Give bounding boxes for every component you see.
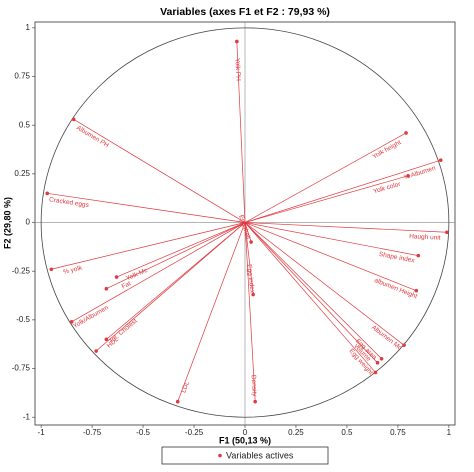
vector [47, 192, 246, 223]
vector [116, 222, 246, 278]
vector [106, 222, 246, 290]
x-tick-label: -1 [38, 428, 46, 437]
point [235, 39, 239, 44]
vector [244, 222, 252, 243]
point-label: Albumen Mc [370, 324, 403, 352]
point [251, 292, 255, 297]
vector [244, 222, 417, 291]
y-tick-label: 0 [26, 218, 31, 227]
y-tick-label: 0.5 [19, 120, 31, 129]
y-tick-label: -0.5 [16, 315, 30, 324]
x-tick-label: 0.75 [390, 428, 406, 437]
x-tick-label: 0 [243, 428, 248, 437]
vector [244, 159, 441, 223]
point-label: Shape index [378, 251, 416, 265]
point [373, 370, 378, 375]
vector [244, 222, 256, 402]
point [416, 253, 421, 258]
legend-label: Variables actives [226, 450, 294, 460]
point [375, 360, 380, 365]
point [49, 267, 54, 272]
point [104, 286, 109, 291]
vector [244, 222, 382, 360]
point [94, 349, 98, 353]
x-axis-label: F1 (50,13 %) [219, 435, 271, 445]
point [379, 357, 384, 361]
point [253, 399, 257, 404]
vector [244, 222, 447, 233]
point-label: Density [250, 375, 258, 398]
vector [244, 222, 254, 295]
y-tick-label: -1 [23, 412, 31, 421]
point [406, 174, 410, 178]
vector [244, 222, 378, 363]
y-tick-label: -0.25 [12, 266, 31, 275]
point [249, 240, 253, 244]
y-tick-label: 1 [26, 23, 31, 32]
point-label: % yolk [63, 264, 84, 275]
vector [236, 41, 246, 223]
point-label: LDL [180, 380, 191, 394]
vector [177, 222, 246, 402]
point [104, 337, 109, 342]
y-axis-label: F2 (29,80 %) [2, 197, 12, 249]
point [114, 275, 119, 279]
legend-marker [218, 453, 222, 458]
x-tick-label: 0.25 [288, 428, 304, 437]
unit-circle [40, 27, 450, 418]
point [438, 158, 443, 163]
point-label: Albumen PH [75, 124, 110, 149]
x-tick-label: -0.5 [136, 428, 150, 437]
vector [51, 222, 246, 270]
vector [95, 222, 246, 352]
vector [244, 222, 405, 346]
point [404, 131, 408, 135]
vector [71, 222, 246, 323]
vector [73, 119, 246, 223]
y-tick-label: 0.25 [14, 169, 30, 178]
point [71, 117, 76, 122]
vector [244, 175, 409, 223]
x-tick-label: 0.5 [341, 428, 353, 437]
x-tick-label: 1 [447, 428, 452, 437]
vector [244, 222, 376, 373]
vector [106, 222, 246, 340]
vector [244, 132, 407, 223]
chart-title: Variables (axes F1 et F2 : 79,93 %) [160, 6, 330, 18]
point-label: Yolk PH [234, 58, 242, 81]
point-label: Yolk/Albumen [72, 304, 110, 330]
vector [244, 222, 419, 256]
point-label: Cracked eggs [49, 196, 90, 209]
point-label: Haugh unit [409, 233, 441, 242]
point [445, 230, 449, 235]
point-label: Yolk color [373, 181, 403, 196]
point [402, 343, 406, 347]
point [414, 288, 419, 293]
point [69, 320, 74, 324]
point [175, 399, 180, 404]
x-tick-label: -0.25 [185, 428, 204, 437]
point-label: Egg index [245, 264, 255, 294]
x-tick-label: -0.75 [83, 428, 102, 437]
y-tick-label: -0.75 [12, 364, 31, 373]
y-tick-label: 0.75 [14, 72, 30, 81]
legend-box [161, 446, 329, 465]
point-label: Fat [121, 280, 133, 290]
point [45, 191, 50, 196]
